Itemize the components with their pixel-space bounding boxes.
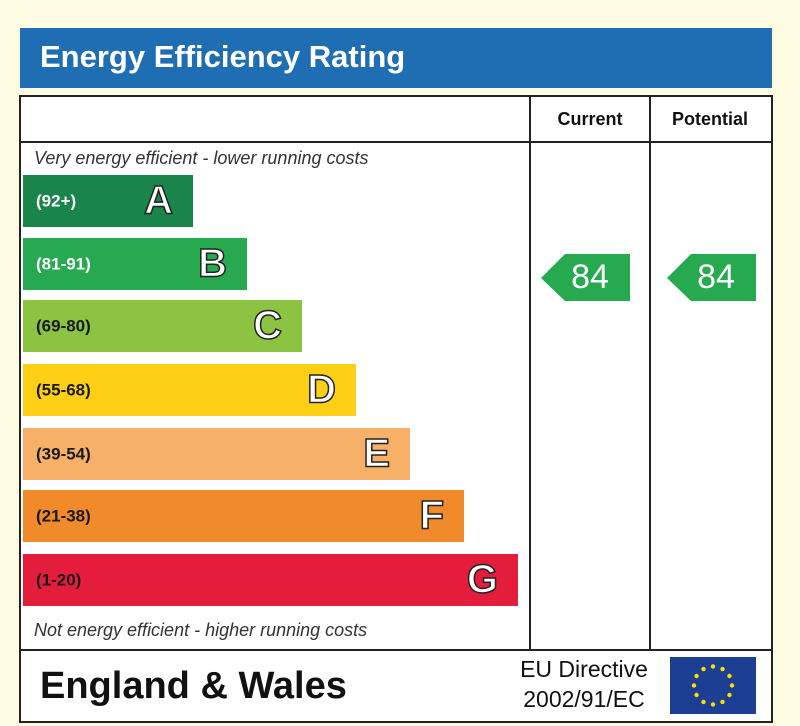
band-bar [23, 428, 410, 480]
eu-star [701, 699, 706, 705]
eu-star [727, 692, 732, 698]
band-bar [23, 490, 464, 542]
eu-star [694, 692, 699, 698]
column-header: Current [557, 109, 622, 129]
bottom-note: Not energy efficient - higher running co… [34, 620, 367, 640]
potential-rating: 84 [697, 258, 735, 296]
band-range: (81-91) [36, 254, 91, 273]
band-letter: E [363, 432, 390, 476]
band-letter: G [467, 558, 498, 602]
band-range: (21-38) [36, 506, 91, 525]
eu-star [691, 683, 697, 688]
eu-star [720, 666, 725, 672]
directive: EU Directive [520, 656, 648, 682]
current-rating: 84 [571, 258, 609, 296]
title: Energy Efficiency Rating [40, 39, 405, 74]
potential-arrow [667, 254, 756, 301]
top-note: Very energy efficient - lower running co… [34, 148, 369, 168]
band-letter: F [420, 494, 444, 538]
band-letter: C [253, 304, 282, 348]
eu-star [729, 683, 735, 688]
title-bar [20, 28, 772, 88]
bands: (92+) A (81-91) B (69-80) C (55-68) D (39-54) E (2… [23, 175, 518, 606]
band-letter: B [198, 242, 227, 286]
band-range: (55-68) [36, 380, 91, 399]
band-bar [23, 238, 247, 290]
directive: 2002/91/EC [523, 686, 644, 712]
band-range: (39-54) [36, 444, 91, 463]
eu-star [694, 673, 699, 679]
band-range: (92+) [36, 191, 76, 210]
column-header: Potential [672, 109, 748, 129]
eu-star [710, 702, 716, 707]
eu-star [710, 664, 716, 669]
band-letter: A [144, 179, 173, 223]
band-range: (69-80) [36, 316, 91, 335]
band-bar [23, 554, 518, 606]
eu-star [701, 666, 706, 672]
band-range: (1-20) [36, 570, 81, 589]
band-bar [23, 364, 356, 416]
region: England & Wales [40, 665, 347, 707]
current-arrow [541, 254, 630, 301]
band-letter: D [307, 368, 336, 412]
band-bar [23, 300, 302, 352]
eu-stars [691, 664, 735, 707]
eu-star [727, 673, 732, 679]
eu-star [720, 699, 725, 705]
band-bar [23, 175, 193, 227]
